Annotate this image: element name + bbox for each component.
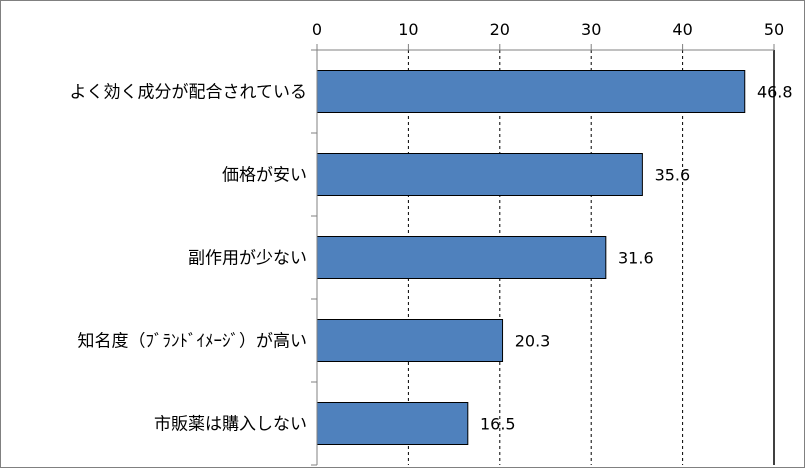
category-label: 知名度（ﾌﾞﾗﾝﾄﾞｲﾒｰｼﾞ）が高い [78,332,308,352]
data-label: 31.6 [618,249,654,268]
bar [316,402,469,445]
category-label: 副作用が少ない [188,249,307,269]
axes [311,44,775,466]
data-label: 16.5 [480,415,516,434]
category-label: 市販薬は購入しない [154,415,307,435]
x-tick-label: 0 [312,20,322,39]
gridlines [407,50,775,465]
x-tick-label: 10 [398,20,418,39]
x-tick-label: 40 [672,20,692,39]
x-tick-labels: 0 10 20 30 40 50 [312,20,784,39]
data-labels: 46.8 35.6 31.6 20.3 16.5 [480,83,793,434]
category-label: 価格が安い [222,166,307,186]
bar [316,70,746,113]
bars [316,70,746,445]
data-label: 20.3 [515,332,551,351]
x-tick-label: 30 [581,20,601,39]
data-label: 35.6 [655,166,691,185]
bar [316,319,504,362]
x-tick-label: 50 [764,20,784,39]
bar [316,236,607,279]
category-labels: よく効く成分が配合されている価格が安い副作用が少ない知名度（ﾌﾞﾗﾝﾄﾞｲﾒｰｼ… [70,83,308,435]
x-tick-label: 20 [490,20,510,39]
data-label: 46.8 [757,83,793,102]
bar [316,153,643,196]
category-label: よく効く成分が配合されている [70,83,308,103]
